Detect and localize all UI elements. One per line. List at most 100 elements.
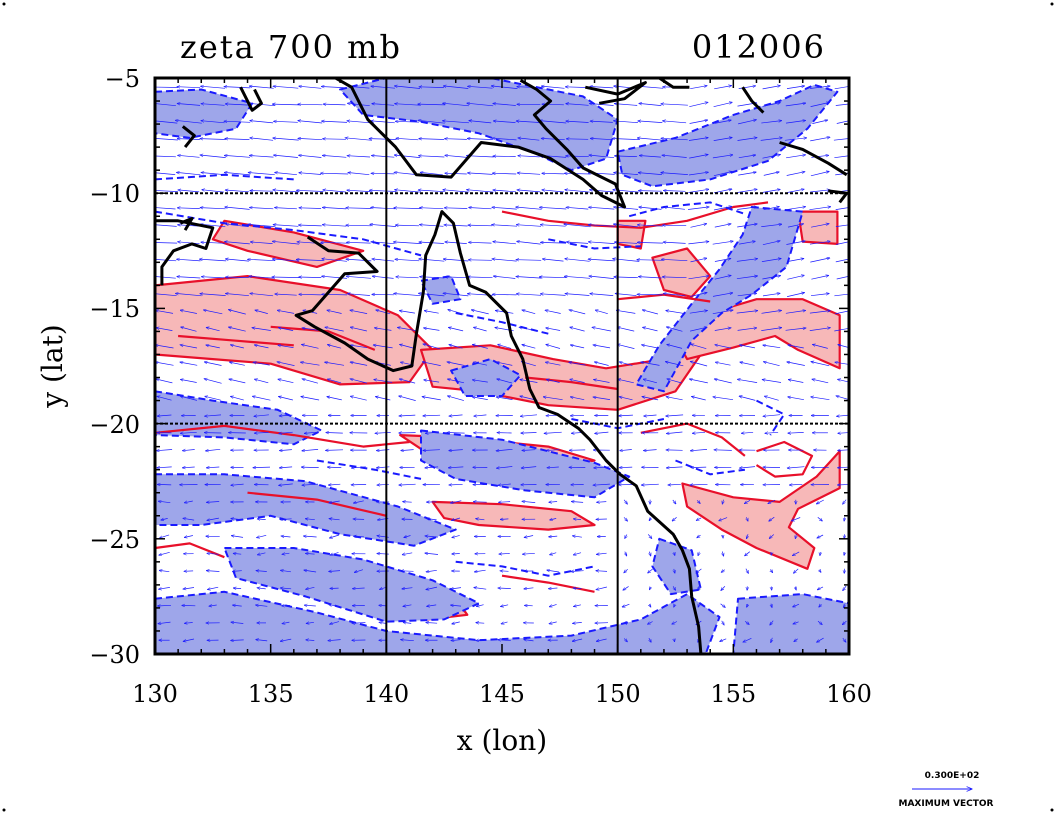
wind-vector xyxy=(323,104,346,105)
wind-vector xyxy=(302,379,318,384)
positive-contour-line xyxy=(640,422,746,457)
wind-vector xyxy=(206,502,220,503)
wind-vector xyxy=(843,585,847,591)
wind-vector xyxy=(443,190,469,193)
wind-vector xyxy=(690,361,708,367)
wind-vector xyxy=(674,551,675,555)
wind-vector xyxy=(253,362,270,366)
negative-vorticity-region xyxy=(223,547,480,623)
wind-vector xyxy=(770,570,772,573)
negative-vorticity-region xyxy=(616,83,839,188)
wind-vector xyxy=(423,415,441,416)
wind-vector xyxy=(649,604,651,607)
wind-vector xyxy=(691,344,707,350)
wind-vector xyxy=(404,536,411,538)
wind-vector xyxy=(419,139,445,140)
wind-vector xyxy=(443,86,469,89)
wind-vector xyxy=(691,467,707,468)
wind-vector xyxy=(419,156,445,157)
wind-vector xyxy=(642,310,658,315)
wind-vector xyxy=(737,138,758,141)
wind-vector xyxy=(690,224,707,228)
wind-vector xyxy=(401,450,414,451)
wind-vector xyxy=(571,571,584,572)
coastline-segment xyxy=(294,210,703,654)
wind-vector xyxy=(473,362,488,366)
wind-vector xyxy=(737,328,757,331)
wind-vector xyxy=(206,467,220,468)
wind-vector xyxy=(714,224,731,228)
wind-vector xyxy=(666,397,683,401)
wind-vector xyxy=(257,534,267,537)
wind-vector xyxy=(545,362,561,366)
wind-vector xyxy=(770,620,774,625)
wind-vector xyxy=(501,622,508,624)
wind-vector xyxy=(663,293,686,297)
wind-vector xyxy=(305,519,315,520)
wind-vector xyxy=(745,551,751,556)
wind-vector xyxy=(402,588,413,589)
wind-vector xyxy=(498,484,511,485)
wind-vector xyxy=(224,121,251,122)
wind-vector xyxy=(445,277,467,278)
wind-vector xyxy=(180,345,198,349)
wind-vector xyxy=(205,415,222,416)
wind-vector xyxy=(672,517,677,521)
wind-vector xyxy=(617,327,635,332)
wind-vector xyxy=(787,467,805,468)
y-tick-label: −10 xyxy=(89,180,140,208)
wind-vector xyxy=(248,173,275,176)
coastline-segment xyxy=(334,78,627,209)
wind-vector xyxy=(346,276,372,279)
wind-vector xyxy=(809,328,831,331)
wind-vector xyxy=(566,242,589,243)
wind-vector xyxy=(476,605,484,607)
wind-vector xyxy=(787,362,805,366)
wind-vector xyxy=(546,379,560,383)
positive-contour-line xyxy=(155,424,410,448)
wind-vector xyxy=(737,224,757,228)
wind-vector xyxy=(493,190,516,193)
wind-vector xyxy=(698,586,699,591)
wind-vector xyxy=(419,225,444,227)
wind-vector xyxy=(722,499,723,504)
wind-vector xyxy=(688,172,709,176)
wind-vector xyxy=(573,622,582,623)
wind-vector xyxy=(668,484,681,485)
wind-vector xyxy=(443,103,469,107)
negative-vorticity-region xyxy=(450,358,522,397)
wind-vector xyxy=(499,502,511,503)
wind-vector xyxy=(593,397,611,400)
wind-vector xyxy=(522,553,535,554)
wind-vector xyxy=(545,310,561,314)
x-tick-label: 150 xyxy=(595,680,641,708)
wind-vector xyxy=(492,138,517,141)
wind-vector xyxy=(788,432,804,433)
wind-vector xyxy=(637,225,663,226)
wind-vector xyxy=(299,86,322,89)
wind-vector xyxy=(785,120,806,124)
wind-vector xyxy=(516,277,542,279)
wind-vector xyxy=(184,535,193,538)
wind-vector xyxy=(442,121,470,124)
wind-vector xyxy=(517,173,541,174)
wind-vector xyxy=(643,327,658,332)
wind-vector xyxy=(594,362,609,366)
wind-vector xyxy=(714,450,732,451)
wind-vector xyxy=(566,156,589,157)
wind-vector xyxy=(493,104,516,106)
wind-vector xyxy=(448,327,464,332)
wind-vector xyxy=(201,173,225,176)
y-tick-label: −5 xyxy=(105,65,140,93)
wind-vector xyxy=(674,568,675,573)
wind-vector xyxy=(347,156,371,157)
wind-vector xyxy=(493,276,516,279)
wind-vector xyxy=(280,519,292,520)
wind-vector xyxy=(786,155,805,159)
wind-vector xyxy=(256,605,268,606)
wind-vector xyxy=(225,294,249,297)
wind-vector xyxy=(836,396,849,400)
wind-vector xyxy=(516,207,542,210)
wind-vector xyxy=(158,605,172,606)
wind-vector xyxy=(374,328,392,331)
